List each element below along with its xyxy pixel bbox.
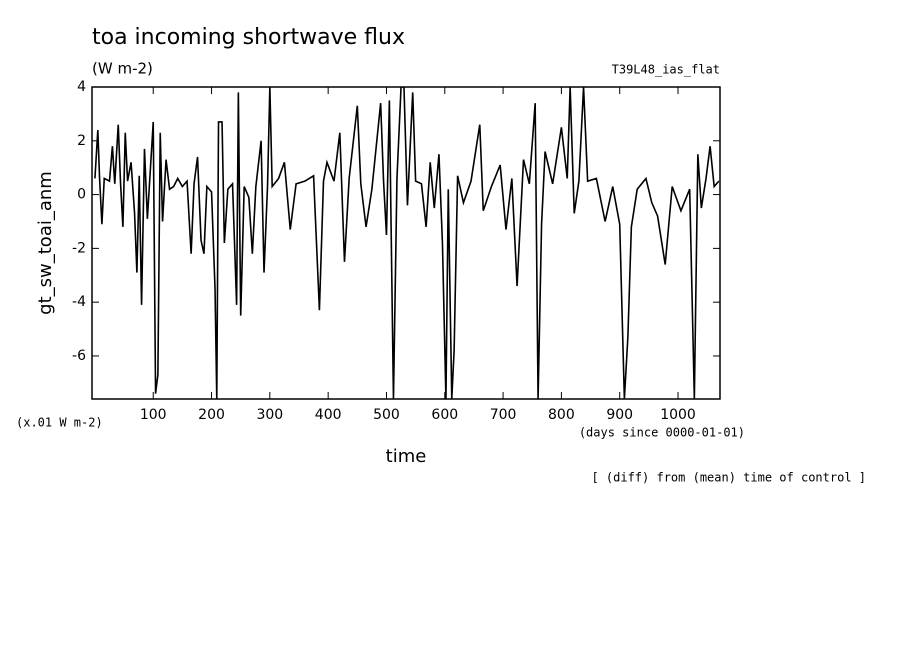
- note: [ (diff) from (mean) time of control ]: [591, 471, 866, 485]
- x-tick-label: 300: [256, 407, 283, 423]
- y-axis-label: gt_sw_toai_anm: [35, 171, 56, 315]
- x-tick-label: 200: [198, 407, 225, 423]
- chart-subtitle: (W m-2): [92, 60, 153, 78]
- x-units: (days since 0000-01-01): [579, 426, 745, 440]
- y-tick-label: 2: [77, 133, 86, 149]
- y-tick-label: 4: [77, 79, 86, 95]
- plot-frame: [91, 86, 721, 400]
- x-tick-label: 1000: [660, 407, 696, 423]
- x-tick-label: 400: [315, 407, 342, 423]
- x-tick-label: 100: [140, 407, 167, 423]
- y-tick-label: -6: [72, 348, 86, 364]
- x-tick-label: 500: [373, 407, 400, 423]
- data-line: [94, 87, 720, 399]
- y-tick-label: -2: [72, 240, 86, 256]
- y-tick-label: 0: [77, 187, 86, 203]
- x-axis-label: time: [386, 446, 427, 467]
- x-tick-label: 800: [548, 407, 575, 423]
- chart-title: toa incoming shortwave flux: [92, 25, 405, 50]
- y-units: (x.01 W m-2): [16, 416, 103, 430]
- x-tick-label: 600: [431, 407, 458, 423]
- x-tick-label: 900: [606, 407, 633, 423]
- y-tick-label: -4: [72, 294, 86, 310]
- experiment-label: T39L48_ias_flat: [612, 63, 720, 77]
- x-tick-label: 700: [490, 407, 517, 423]
